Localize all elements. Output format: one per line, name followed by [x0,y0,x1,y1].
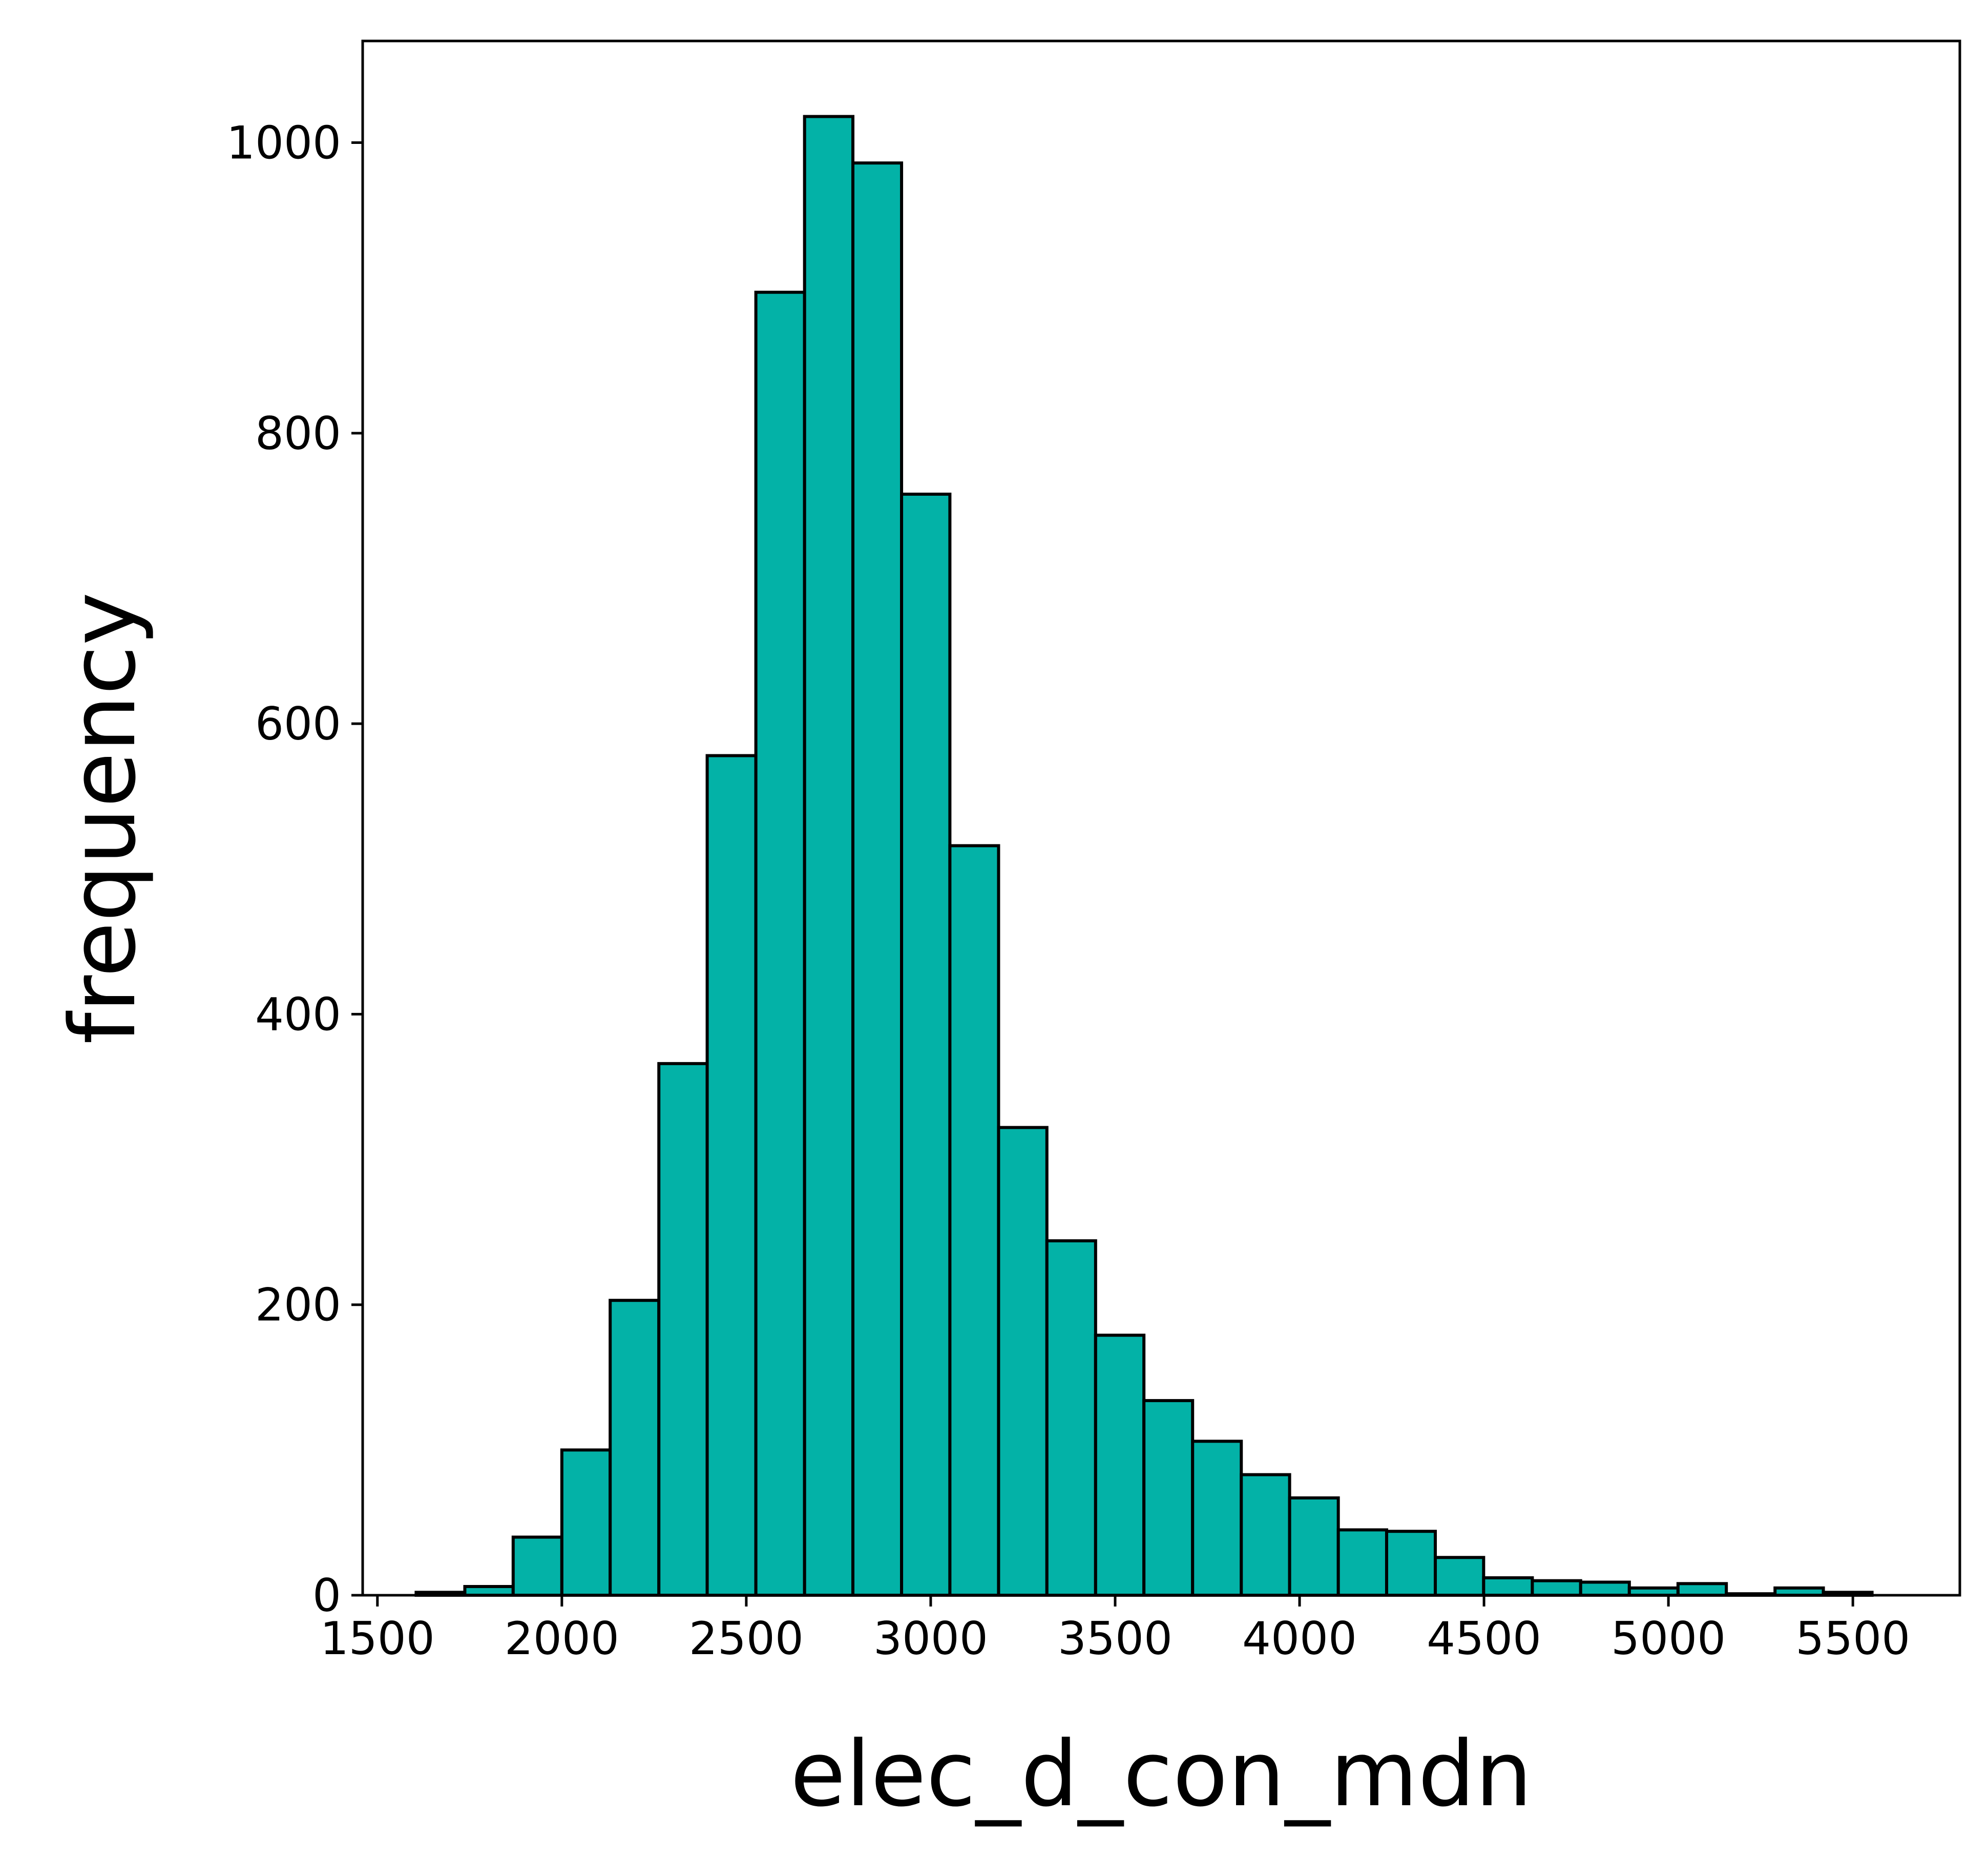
histogram-bar [1482,1576,1534,1597]
histogram-bar [754,290,806,1597]
histogram-bar [1288,1496,1340,1597]
histogram-bar [803,115,855,1597]
y-tick-label: 400 [255,988,341,1041]
histogram-bar [463,1584,515,1597]
histogram-bar [1336,1528,1388,1597]
x-tick-label: 3000 [873,1612,988,1665]
histogram-bar [997,1126,1049,1597]
y-tick-label: 1000 [226,117,341,170]
histogram-bar [705,754,758,1597]
x-tick-label: 2500 [689,1612,804,1665]
plot-frame [361,39,1961,1597]
histogram-bar [1142,1399,1195,1597]
x-tick-label: 4500 [1427,1612,1541,1665]
histogram-bar [1434,1556,1485,1597]
histogram-bar [1045,1239,1097,1597]
histogram-bar [1240,1473,1291,1597]
x-tick-label: 3500 [1058,1612,1173,1665]
y-tick-label: 800 [255,407,341,460]
histogram-bar [851,161,904,1597]
histogram-bar [1191,1440,1243,1597]
histogram-bar [560,1448,612,1597]
histogram-bar [1385,1530,1437,1597]
histogram-bar [1579,1580,1631,1597]
histogram-bar [657,1062,709,1597]
y-axis-ticks: 0 200 400 600 800 1000 [226,117,363,1622]
x-axis-label: elec_d_con_mdn [790,1722,1533,1827]
histogram-bar [900,492,952,1597]
histogram-bar [609,1299,661,1597]
histogram-bar [511,1535,563,1597]
x-axis-ticks: 1500 2000 2500 3000 3500 4000 4500 5000 5500 [320,1595,1910,1665]
y-axis-label: frequency [51,592,156,1044]
x-tick-label: 4000 [1242,1612,1357,1665]
y-tick-label: 600 [255,698,341,750]
x-tick-label: 1500 [320,1612,435,1665]
histogram-bar [1094,1334,1146,1597]
x-tick-label: 5500 [1795,1612,1910,1665]
histogram-bar [948,844,1000,1597]
histogram-bar [1676,1582,1728,1597]
y-tick-label: 200 [255,1279,341,1331]
bars-group [414,115,1874,1597]
y-tick-label: 0 [312,1569,341,1622]
x-tick-label: 5000 [1611,1612,1726,1665]
x-tick-label: 2000 [505,1612,619,1665]
histogram-bar [1531,1579,1582,1597]
